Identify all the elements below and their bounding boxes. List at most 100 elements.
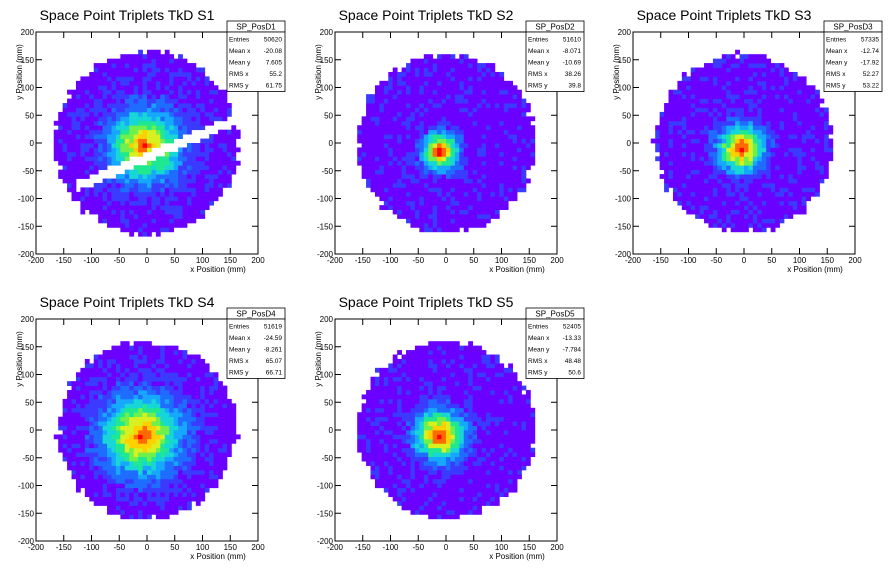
heatmap-cell: [53, 151, 59, 157]
heatmap-cell: [690, 196, 696, 202]
heatmap-cell: [383, 125, 389, 131]
heatmap-cell: [446, 54, 451, 60]
heatmap-cell: [797, 98, 803, 104]
heatmap-cell: [93, 80, 99, 86]
heatmap-cell: [383, 134, 389, 139]
heatmap-cell: [111, 385, 117, 391]
heatmap-cell: [650, 138, 656, 144]
heatmap-cell: [89, 76, 95, 82]
heatmap-cell: [169, 492, 175, 497]
heatmap-cell: [472, 103, 478, 108]
heatmap-cell: [779, 187, 785, 193]
heatmap-cell: [129, 89, 135, 95]
heatmap-cell: [155, 505, 161, 511]
heatmap-cell: [160, 394, 166, 400]
heatmap-cell: [414, 169, 420, 175]
heatmap-cell: [775, 71, 780, 77]
heatmap-cell: [503, 151, 509, 157]
heatmap-cell: [459, 191, 465, 197]
heatmap-cell: [441, 89, 447, 95]
heatmap-cell: [80, 478, 86, 484]
heatmap-cell: [379, 174, 385, 179]
heatmap-cell: [93, 416, 99, 422]
heatmap-cell: [419, 107, 425, 113]
heatmap-cell: [748, 67, 754, 73]
heatmap-cell: [677, 169, 683, 175]
heatmap-cell: [98, 209, 103, 215]
heatmap-cell: [686, 169, 692, 175]
heatmap-cell: [93, 129, 99, 135]
heatmap-cell: [124, 465, 130, 471]
heatmap-cell: [89, 447, 95, 453]
heatmap-cell: [397, 120, 402, 126]
heatmap-cell: [89, 381, 95, 386]
heatmap-cell: [147, 138, 152, 144]
heatmap-cell: [744, 116, 749, 122]
heatmap-cell: [695, 125, 700, 131]
heatmap-cell: [89, 496, 95, 502]
heatmap-cell: [102, 107, 108, 113]
x-tick-label: 150: [523, 256, 537, 265]
heatmap-cell: [374, 89, 380, 95]
heatmap-cell: [401, 134, 407, 139]
heatmap-cell: [84, 416, 90, 422]
heatmap-cell: [133, 403, 139, 409]
heatmap-cell: [388, 205, 394, 210]
heatmap-cell: [668, 120, 674, 126]
heatmap-cell: [810, 191, 816, 197]
heatmap-cell: [410, 178, 416, 184]
heatmap-cell: [151, 492, 157, 497]
heatmap-cell: [472, 200, 478, 206]
heatmap-cell: [459, 129, 465, 135]
heatmap-cell: [98, 421, 103, 426]
heatmap-cell: [735, 58, 740, 64]
heatmap-cell: [463, 218, 469, 224]
heatmap-cell: [164, 390, 170, 395]
heatmap-cell: [89, 430, 95, 435]
heatmap-cell: [186, 456, 192, 462]
heatmap-cell: [468, 103, 474, 108]
heatmap-cell: [468, 214, 474, 219]
heatmap-cell: [133, 394, 139, 400]
heatmap-cell: [414, 222, 420, 228]
heatmap-cell: [490, 165, 496, 171]
heatmap-cell: [664, 160, 669, 166]
heatmap-cell: [209, 138, 214, 144]
heatmap-cell: [726, 182, 732, 188]
heatmap-cell: [481, 205, 487, 210]
heatmap-cell: [752, 143, 758, 148]
heatmap-cell: [164, 120, 170, 126]
heatmap-cell: [209, 103, 214, 108]
heatmap-cell: [659, 120, 665, 126]
heatmap-cell: [120, 85, 126, 91]
heatmap-cell: [788, 178, 794, 184]
x-tick-label: -50: [113, 256, 125, 265]
heatmap-cell: [366, 178, 371, 184]
heatmap-cell: [160, 187, 166, 193]
heatmap-cell: [93, 483, 99, 489]
heatmap-cell: [677, 165, 683, 171]
heatmap-cell: [115, 509, 121, 515]
heatmap-cell: [178, 430, 183, 435]
heatmap-cell: [138, 492, 143, 497]
heatmap-cell: [428, 160, 434, 166]
heatmap-cell: [717, 134, 723, 139]
heatmap-cell: [721, 125, 727, 131]
heatmap-cell: [677, 120, 683, 126]
heatmap-cell: [93, 407, 99, 413]
heatmap-cell: [752, 218, 758, 224]
heatmap-cell: [806, 165, 811, 171]
heatmap-cell: [499, 134, 505, 139]
heatmap-cell: [419, 111, 425, 117]
heatmap-cell: [441, 143, 447, 148]
heatmap-cell: [508, 196, 513, 202]
heatmap-cell: [133, 129, 139, 135]
heatmap-cell: [102, 205, 108, 210]
heatmap-cell: [699, 71, 705, 77]
heatmap-cell: [717, 182, 723, 188]
heatmap-cell: [218, 147, 223, 153]
heatmap-cell: [173, 438, 179, 444]
heatmap-cell: [164, 505, 170, 511]
heatmap-cell: [155, 165, 161, 171]
heatmap-cell: [142, 227, 148, 233]
